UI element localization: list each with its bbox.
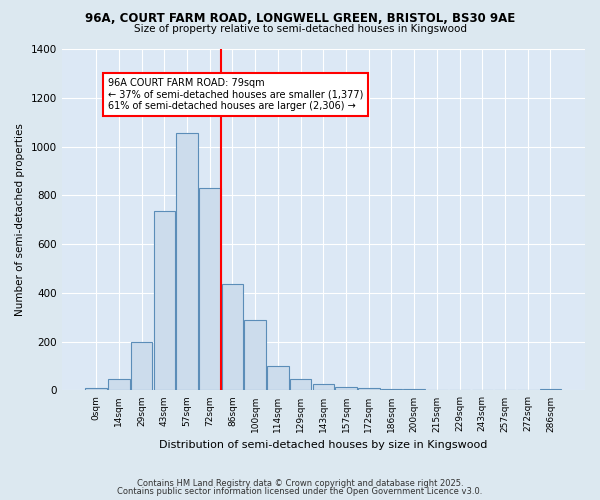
Y-axis label: Number of semi-detached properties: Number of semi-detached properties: [15, 124, 25, 316]
Bar: [267, 366, 289, 390]
Bar: [244, 320, 266, 390]
Bar: [358, 388, 380, 390]
Bar: [313, 384, 334, 390]
Text: 96A COURT FARM ROAD: 79sqm
← 37% of semi-detached houses are smaller (1,377)
61%: 96A COURT FARM ROAD: 79sqm ← 37% of semi…: [107, 78, 363, 112]
Text: Contains public sector information licensed under the Open Government Licence v3: Contains public sector information licen…: [118, 487, 482, 496]
Bar: [108, 380, 130, 390]
Bar: [539, 389, 561, 390]
X-axis label: Distribution of semi-detached houses by size in Kingswood: Distribution of semi-detached houses by …: [159, 440, 488, 450]
Bar: [290, 380, 311, 390]
Bar: [222, 284, 243, 391]
Bar: [199, 188, 221, 390]
Text: 96A, COURT FARM ROAD, LONGWELL GREEN, BRISTOL, BS30 9AE: 96A, COURT FARM ROAD, LONGWELL GREEN, BR…: [85, 12, 515, 26]
Bar: [85, 388, 107, 390]
Text: Size of property relative to semi-detached houses in Kingswood: Size of property relative to semi-detach…: [133, 24, 467, 34]
Bar: [335, 387, 357, 390]
Bar: [403, 389, 425, 390]
Bar: [154, 211, 175, 390]
Bar: [131, 342, 152, 390]
Bar: [176, 133, 198, 390]
Bar: [380, 389, 402, 390]
Text: Contains HM Land Registry data © Crown copyright and database right 2025.: Contains HM Land Registry data © Crown c…: [137, 478, 463, 488]
